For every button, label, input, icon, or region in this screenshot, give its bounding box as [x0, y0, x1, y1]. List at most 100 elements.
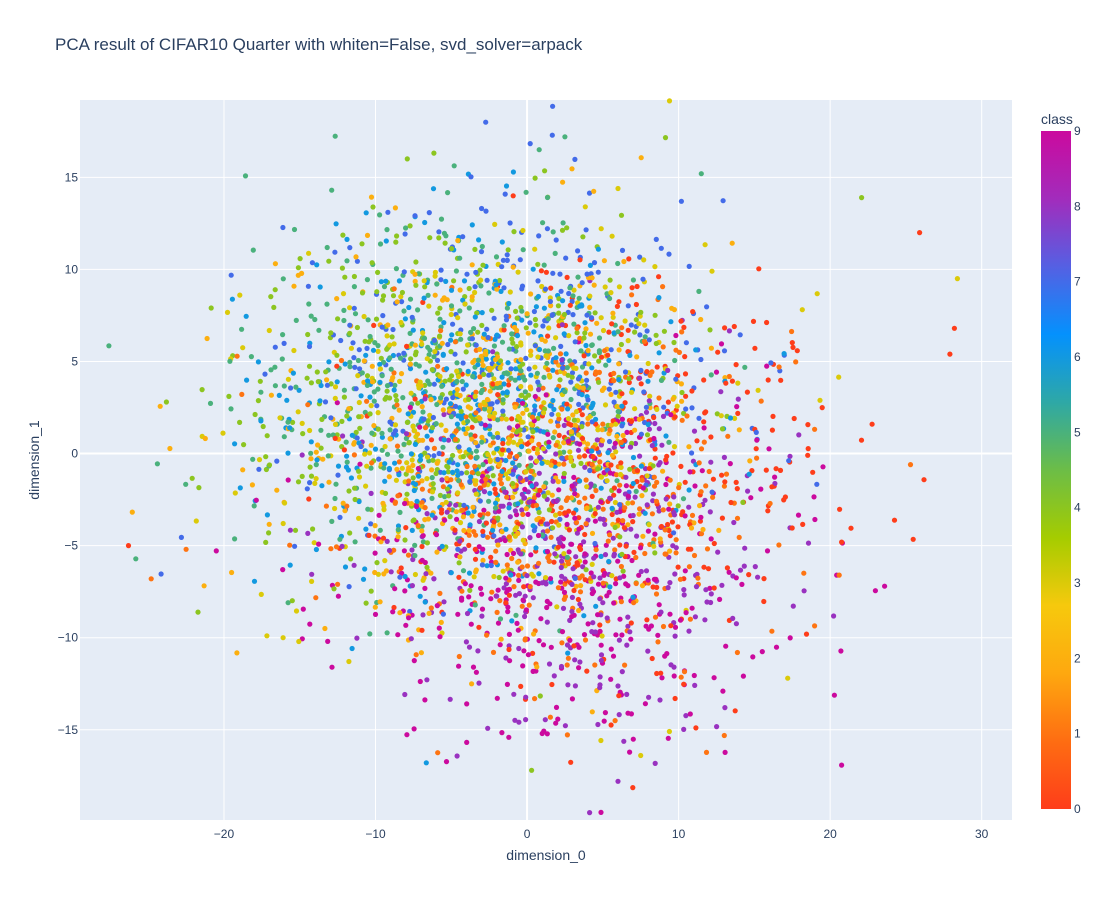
scatter-point	[643, 404, 650, 410]
scatter-point	[604, 615, 610, 621]
scatter-point	[593, 603, 599, 609]
scatter-point	[609, 505, 615, 511]
scatter-point	[702, 497, 708, 503]
scatter-point	[689, 450, 695, 456]
scatter-point	[432, 292, 438, 298]
scatter-point	[584, 377, 590, 383]
scatter-point	[409, 314, 415, 320]
scatter-point	[561, 311, 568, 318]
scatter-point	[607, 470, 613, 476]
scatter-point	[747, 458, 753, 464]
scatter-point	[239, 326, 245, 332]
scatter-point	[679, 417, 685, 423]
scatter-point	[557, 510, 563, 517]
scatter-point	[454, 753, 460, 759]
scatter-point	[351, 562, 357, 568]
scatter-point	[592, 662, 598, 668]
scatter-point	[702, 242, 708, 248]
scatter-point	[381, 284, 388, 290]
scatter-point	[585, 441, 591, 447]
scatter-point	[392, 586, 398, 592]
scatter-point	[243, 313, 249, 319]
scatter-point	[620, 568, 626, 574]
scatter-point	[632, 440, 639, 447]
scatter-point	[579, 424, 585, 430]
scatter-point	[550, 270, 556, 276]
scatter-point	[613, 421, 619, 427]
scatter-point	[313, 546, 319, 553]
scatter-point	[519, 444, 525, 450]
scatter-point	[313, 449, 319, 455]
scatter-point	[532, 407, 538, 413]
scatter-point	[617, 471, 624, 478]
scatter-point	[395, 527, 401, 533]
scatter-point	[497, 365, 503, 371]
scatter-point	[733, 621, 740, 627]
scatter-point	[622, 505, 628, 511]
scatter-point	[561, 470, 567, 477]
scatter-point	[347, 359, 353, 365]
scatter-point	[632, 427, 638, 433]
scatter-point	[416, 473, 422, 479]
scatter-point	[544, 548, 551, 555]
scatter-point	[608, 347, 614, 353]
scatter-point	[578, 583, 584, 589]
scatter-point	[571, 417, 578, 423]
scatter-point	[519, 392, 525, 398]
scatter-point	[539, 730, 545, 737]
scatter-point	[268, 367, 274, 373]
scatter-point	[589, 629, 595, 635]
scatter-point	[290, 370, 296, 376]
scatter-point	[240, 345, 246, 351]
scatter-point	[701, 564, 707, 570]
scatter-point	[671, 339, 677, 346]
scatter-point	[568, 429, 575, 435]
scatter-point	[365, 506, 371, 512]
scatter-point	[343, 439, 349, 445]
scatter-point	[393, 477, 399, 483]
scatter-point	[638, 309, 644, 315]
scatter-point	[241, 442, 247, 448]
scatter-point	[459, 507, 466, 513]
scatter-point	[632, 494, 638, 500]
scatter-point	[567, 358, 573, 364]
scatter-point	[639, 493, 645, 499]
scatter-point	[528, 348, 534, 354]
scatter-point	[618, 212, 625, 218]
scatter-point	[598, 642, 604, 648]
scatter-point	[523, 469, 529, 475]
scatter-point	[587, 467, 593, 474]
scatter-point	[518, 551, 524, 557]
scatter-point	[633, 554, 639, 561]
scatter-point	[276, 392, 282, 398]
scatter-point	[516, 645, 522, 652]
scatter-point	[497, 384, 504, 390]
scatter-point	[480, 557, 486, 564]
scatter-point	[349, 645, 355, 652]
scatter-point	[609, 422, 615, 428]
scatter-point	[408, 356, 414, 362]
scatter-point	[299, 473, 305, 479]
scatter-point	[486, 372, 492, 378]
scatter-point	[493, 282, 499, 288]
scatter-point	[767, 500, 773, 507]
scatter-point	[227, 358, 233, 364]
scatter-point	[419, 404, 425, 410]
scatter-point	[332, 495, 338, 502]
scatter-point	[627, 466, 633, 472]
scatter-point	[538, 519, 544, 525]
scatter-point	[356, 347, 362, 353]
scatter-point	[339, 418, 345, 424]
scatter-point	[620, 518, 626, 524]
scatter-point	[394, 233, 400, 239]
scatter-point	[447, 514, 453, 520]
scatter-point	[469, 681, 475, 687]
scatter-point	[479, 243, 485, 250]
scatter-point	[406, 615, 412, 621]
scatter-point	[604, 291, 610, 297]
scatter-point	[466, 285, 472, 292]
scatter-point	[407, 361, 413, 367]
scatter-point	[666, 98, 673, 104]
scatter-point	[583, 477, 589, 483]
scatter-point	[576, 499, 582, 505]
